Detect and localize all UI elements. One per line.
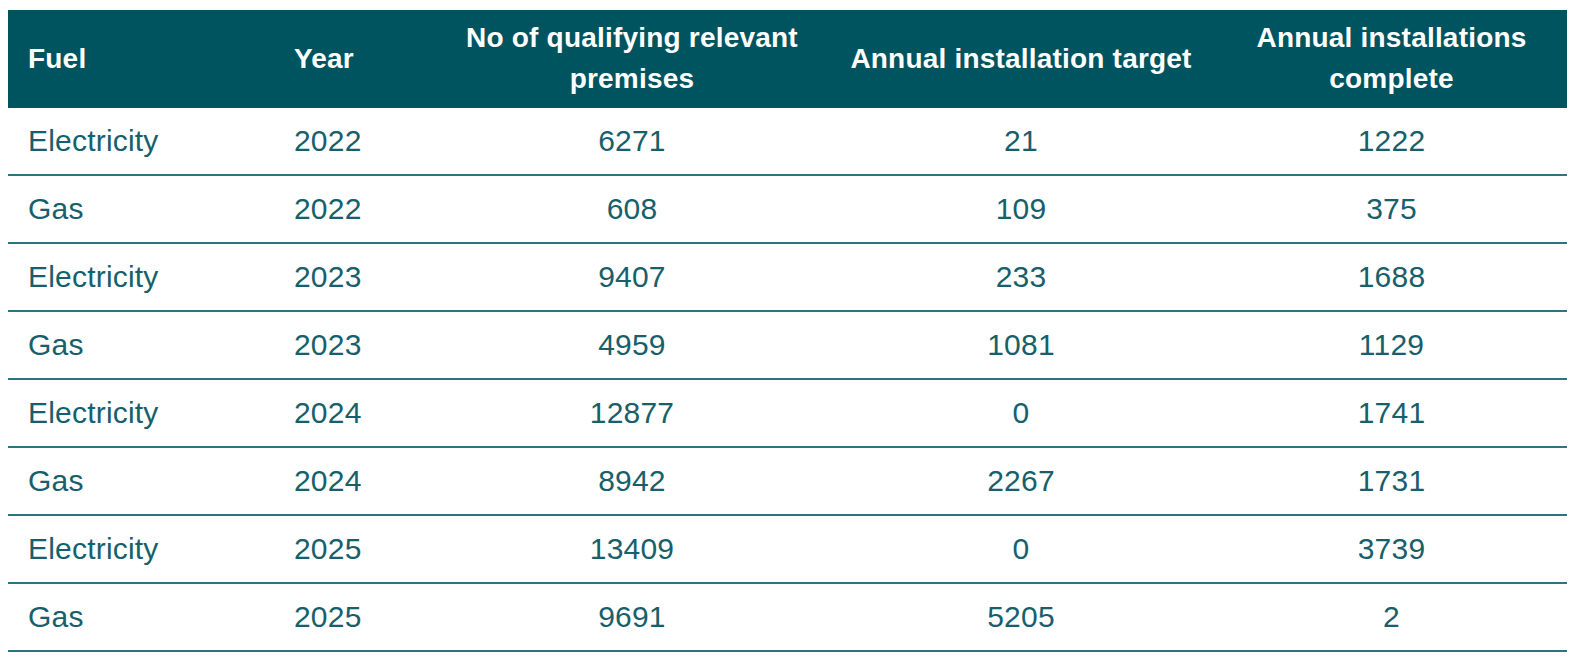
table-row: Gas 2025 9691 5205 2 xyxy=(8,583,1567,651)
cell-installations-complete: 1222 xyxy=(1216,108,1567,175)
cell-fuel: Gas xyxy=(8,175,288,243)
cell-year: 2025 xyxy=(288,515,438,583)
cell-year: 2022 xyxy=(288,175,438,243)
table-row: Electricity 2022 6271 21 1222 xyxy=(8,108,1567,175)
cell-installation-target: 5205 xyxy=(826,583,1216,651)
cell-installations-complete: 1129 xyxy=(1216,311,1567,379)
cell-qualifying-premises: 8942 xyxy=(438,447,826,515)
cell-installation-target: 109 xyxy=(826,175,1216,243)
cell-qualifying-premises: 608 xyxy=(438,175,826,243)
cell-qualifying-premises: 12877 xyxy=(438,379,826,447)
cell-installations-complete: 1731 xyxy=(1216,447,1567,515)
cell-fuel: Electricity xyxy=(8,379,288,447)
cell-year: 2025 xyxy=(288,583,438,651)
fuel-installations-table-container: Fuel Year No of qualifying relevant prem… xyxy=(8,10,1567,652)
table-header: Fuel Year No of qualifying relevant prem… xyxy=(8,10,1567,108)
cell-year: 2024 xyxy=(288,447,438,515)
table-row: Electricity 2024 12877 0 1741 xyxy=(8,379,1567,447)
cell-qualifying-premises: 9691 xyxy=(438,583,826,651)
table-row: Electricity 2023 9407 233 1688 xyxy=(8,243,1567,311)
table-row: Gas 2023 4959 1081 1129 xyxy=(8,311,1567,379)
cell-installation-target: 0 xyxy=(826,379,1216,447)
column-header-qualifying-premises: No of qualifying relevant premises xyxy=(438,10,826,108)
cell-installations-complete: 3739 xyxy=(1216,515,1567,583)
cell-fuel: Gas xyxy=(8,583,288,651)
cell-year: 2023 xyxy=(288,243,438,311)
header-row: Fuel Year No of qualifying relevant prem… xyxy=(8,10,1567,108)
column-header-installation-target: Annual installation target xyxy=(826,10,1216,108)
column-header-year: Year xyxy=(288,10,438,108)
table-row: Gas 2024 8942 2267 1731 xyxy=(8,447,1567,515)
cell-qualifying-premises: 6271 xyxy=(438,108,826,175)
cell-qualifying-premises: 13409 xyxy=(438,515,826,583)
cell-installations-complete: 2 xyxy=(1216,583,1567,651)
cell-qualifying-premises: 9407 xyxy=(438,243,826,311)
cell-fuel: Gas xyxy=(8,447,288,515)
cell-installation-target: 21 xyxy=(826,108,1216,175)
cell-installations-complete: 375 xyxy=(1216,175,1567,243)
cell-year: 2023 xyxy=(288,311,438,379)
cell-installation-target: 233 xyxy=(826,243,1216,311)
cell-installations-complete: 1688 xyxy=(1216,243,1567,311)
cell-qualifying-premises: 4959 xyxy=(438,311,826,379)
fuel-installations-table: Fuel Year No of qualifying relevant prem… xyxy=(8,10,1567,652)
table-body: Electricity 2022 6271 21 1222 Gas 2022 6… xyxy=(8,108,1567,651)
cell-installation-target: 1081 xyxy=(826,311,1216,379)
cell-fuel: Gas xyxy=(8,311,288,379)
cell-fuel: Electricity xyxy=(8,515,288,583)
cell-installations-complete: 1741 xyxy=(1216,379,1567,447)
column-header-installations-complete: Annual installations complete xyxy=(1216,10,1567,108)
cell-fuel: Electricity xyxy=(8,108,288,175)
cell-installation-target: 2267 xyxy=(826,447,1216,515)
cell-installation-target: 0 xyxy=(826,515,1216,583)
table-row: Gas 2022 608 109 375 xyxy=(8,175,1567,243)
cell-year: 2022 xyxy=(288,108,438,175)
table-row: Electricity 2025 13409 0 3739 xyxy=(8,515,1567,583)
column-header-fuel: Fuel xyxy=(8,10,288,108)
cell-year: 2024 xyxy=(288,379,438,447)
cell-fuel: Electricity xyxy=(8,243,288,311)
